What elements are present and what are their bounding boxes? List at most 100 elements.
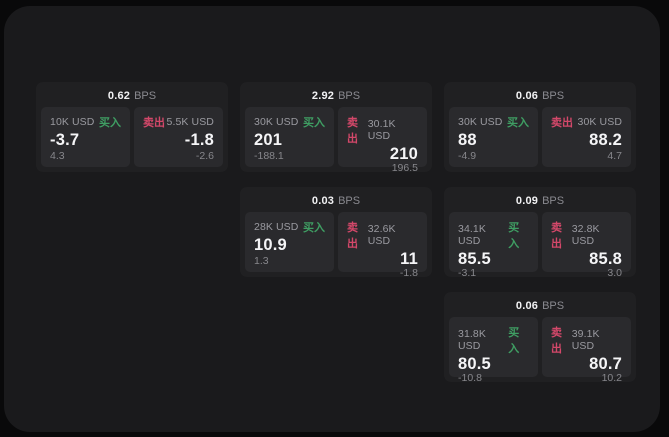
sell-notional: 39.1K USD xyxy=(571,328,600,352)
quote-card: 0.62 BPS 10K USD 买入 -3.7 4.3 卖出 5.5K USD xyxy=(36,82,228,172)
buy-price: 88 xyxy=(458,131,477,149)
sell-price: 210 xyxy=(389,145,418,163)
sell-price: 80.7 xyxy=(589,355,622,373)
buy-panel-header: 28K USD 买入 xyxy=(254,219,325,235)
buy-side-label: 买入 xyxy=(99,117,121,129)
quote-card: 0.09 BPS 34.1K USD 买入 85.5 -3.1 卖出 32.8K… xyxy=(444,187,636,278)
sell-notional: 32.8K USD xyxy=(571,223,600,247)
bps-unit-label: BPS xyxy=(542,90,565,102)
bps-header: 0.06 BPS xyxy=(449,87,631,107)
quote-card: 2.92 BPS 30K USD 买入 201 -188.1 卖出 30.1K … xyxy=(240,82,432,173)
buy-delta: 4.3 xyxy=(50,149,65,162)
sell-panel[interactable]: 卖出 32.6K USD 11 -1.8 xyxy=(338,212,427,278)
buy-panel-header: 10K USD 买入 xyxy=(50,114,121,130)
sell-panel[interactable]: 卖出 30K USD 88.2 4.7 xyxy=(542,107,631,167)
bps-unit-label: BPS xyxy=(134,90,157,102)
buy-price: -3.7 xyxy=(50,131,80,149)
buy-sell-panels: 30K USD 买入 201 -188.1 卖出 30.1K USD 210 1… xyxy=(245,107,427,173)
buy-price: 201 xyxy=(254,131,283,149)
buy-side-label: 买入 xyxy=(303,117,325,129)
buy-notional: 30K USD xyxy=(254,116,299,128)
buy-sell-panels: 34.1K USD 买入 85.5 -3.1 卖出 32.8K USD 85.8… xyxy=(449,212,631,278)
buy-panel[interactable]: 28K USD 买入 10.9 1.3 xyxy=(245,212,334,272)
bps-unit-label: BPS xyxy=(338,90,361,102)
buy-notional: 10K USD xyxy=(50,116,95,128)
buy-panel[interactable]: 30K USD 买入 88 -4.9 xyxy=(449,107,538,167)
sell-delta: 4.7 xyxy=(607,149,622,162)
sell-notional: 5.5K USD xyxy=(166,116,214,128)
bps-value: 0.09 xyxy=(515,195,539,207)
sell-panel[interactable]: 卖出 5.5K USD -1.8 -2.6 xyxy=(134,107,223,167)
sell-panel[interactable]: 卖出 39.1K USD 80.7 10.2 xyxy=(542,317,631,383)
sell-side-label: 卖出 xyxy=(551,327,562,355)
buy-side-label: 买入 xyxy=(508,222,520,250)
buy-price: 80.5 xyxy=(458,355,491,373)
buy-panel-header: 30K USD 买入 xyxy=(458,114,529,130)
sell-panel-header: 卖出 5.5K USD xyxy=(143,114,214,130)
bps-value: 0.03 xyxy=(311,195,335,207)
buy-side-label: 买入 xyxy=(508,327,520,355)
sell-notional: 30.1K USD xyxy=(367,118,396,142)
buy-delta: -188.1 xyxy=(254,149,284,162)
quote-cards-grid: 0.62 BPS 10K USD 买入 -3.7 4.3 卖出 5.5K USD xyxy=(36,82,636,383)
bps-header: 0.09 BPS xyxy=(449,192,631,212)
buy-panel[interactable]: 30K USD 买入 201 -188.1 xyxy=(245,107,334,167)
sell-panel-header: 卖出 30K USD xyxy=(551,114,622,130)
bps-header: 0.06 BPS xyxy=(449,297,631,317)
bps-value: 0.06 xyxy=(515,300,539,312)
buy-sell-panels: 10K USD 买入 -3.7 4.3 卖出 5.5K USD -1.8 -2.… xyxy=(41,107,223,167)
bps-value: 2.92 xyxy=(311,90,335,102)
buy-panel[interactable]: 34.1K USD 买入 85.5 -3.1 xyxy=(449,212,538,278)
buy-delta: -3.1 xyxy=(458,266,477,279)
sell-side-label: 卖出 xyxy=(551,222,562,250)
buy-panel-header: 34.1K USD 买入 xyxy=(458,219,529,251)
sell-side-label: 卖出 xyxy=(551,117,573,129)
buy-delta: -4.9 xyxy=(458,149,477,162)
buy-panel-header: 30K USD 买入 xyxy=(254,114,325,130)
sell-panel[interactable]: 卖出 32.8K USD 85.8 3.0 xyxy=(542,212,631,278)
buy-side-label: 买入 xyxy=(303,222,325,234)
sell-notional: 30K USD xyxy=(577,116,622,128)
sell-price: -1.8 xyxy=(184,131,214,149)
quote-card: 0.03 BPS 28K USD 买入 10.9 1.3 卖出 32.6K US… xyxy=(240,187,432,278)
bps-header: 2.92 BPS xyxy=(245,87,427,107)
buy-notional: 30K USD xyxy=(458,116,503,128)
buy-notional: 34.1K USD xyxy=(458,223,486,247)
quotes-panel: 0.62 BPS 10K USD 买入 -3.7 4.3 卖出 5.5K USD xyxy=(4,6,660,432)
bps-header: 0.62 BPS xyxy=(41,87,223,107)
quote-card: 0.06 BPS 30K USD 买入 88 -4.9 卖出 30K USD xyxy=(444,82,636,172)
sell-side-label: 卖出 xyxy=(143,117,165,129)
sell-panel[interactable]: 卖出 30.1K USD 210 196.5 xyxy=(338,107,427,173)
buy-sell-panels: 28K USD 买入 10.9 1.3 卖出 32.6K USD 11 -1.8 xyxy=(245,212,427,278)
buy-delta: -10.8 xyxy=(458,371,482,384)
buy-side-label: 买入 xyxy=(507,117,529,129)
sell-delta: 3.0 xyxy=(607,266,622,279)
buy-price: 85.5 xyxy=(458,250,491,268)
sell-price: 88.2 xyxy=(589,131,622,149)
bps-value: 0.06 xyxy=(515,90,539,102)
bps-unit-label: BPS xyxy=(542,300,565,312)
sell-delta: -2.6 xyxy=(195,149,214,162)
buy-notional: 31.8K USD xyxy=(458,328,486,352)
quote-card: 0.06 BPS 31.8K USD 买入 80.5 -10.8 卖出 39.1… xyxy=(444,292,636,383)
buy-panel-header: 31.8K USD 买入 xyxy=(458,324,529,356)
buy-panel[interactable]: 10K USD 买入 -3.7 4.3 xyxy=(41,107,130,167)
bps-unit-label: BPS xyxy=(542,195,565,207)
sell-side-label: 卖出 xyxy=(347,222,358,250)
sell-panel-header: 卖出 32.8K USD xyxy=(551,219,622,251)
bps-unit-label: BPS xyxy=(338,195,361,207)
sell-price: 85.8 xyxy=(589,250,622,268)
sell-side-label: 卖出 xyxy=(347,117,358,145)
buy-sell-panels: 31.8K USD 买入 80.5 -10.8 卖出 39.1K USD 80.… xyxy=(449,317,631,383)
sell-delta: -1.8 xyxy=(399,266,418,279)
buy-sell-panels: 30K USD 买入 88 -4.9 卖出 30K USD 88.2 4.7 xyxy=(449,107,631,167)
buy-panel[interactable]: 31.8K USD 买入 80.5 -10.8 xyxy=(449,317,538,383)
buy-price: 10.9 xyxy=(254,236,287,254)
bps-value: 0.62 xyxy=(107,90,131,102)
sell-delta: 196.5 xyxy=(391,161,418,174)
sell-panel-header: 卖出 32.6K USD xyxy=(347,219,418,251)
sell-delta: 10.2 xyxy=(601,371,622,384)
sell-notional: 32.6K USD xyxy=(367,223,396,247)
buy-delta: 1.3 xyxy=(254,254,269,267)
sell-price: 11 xyxy=(400,250,418,268)
